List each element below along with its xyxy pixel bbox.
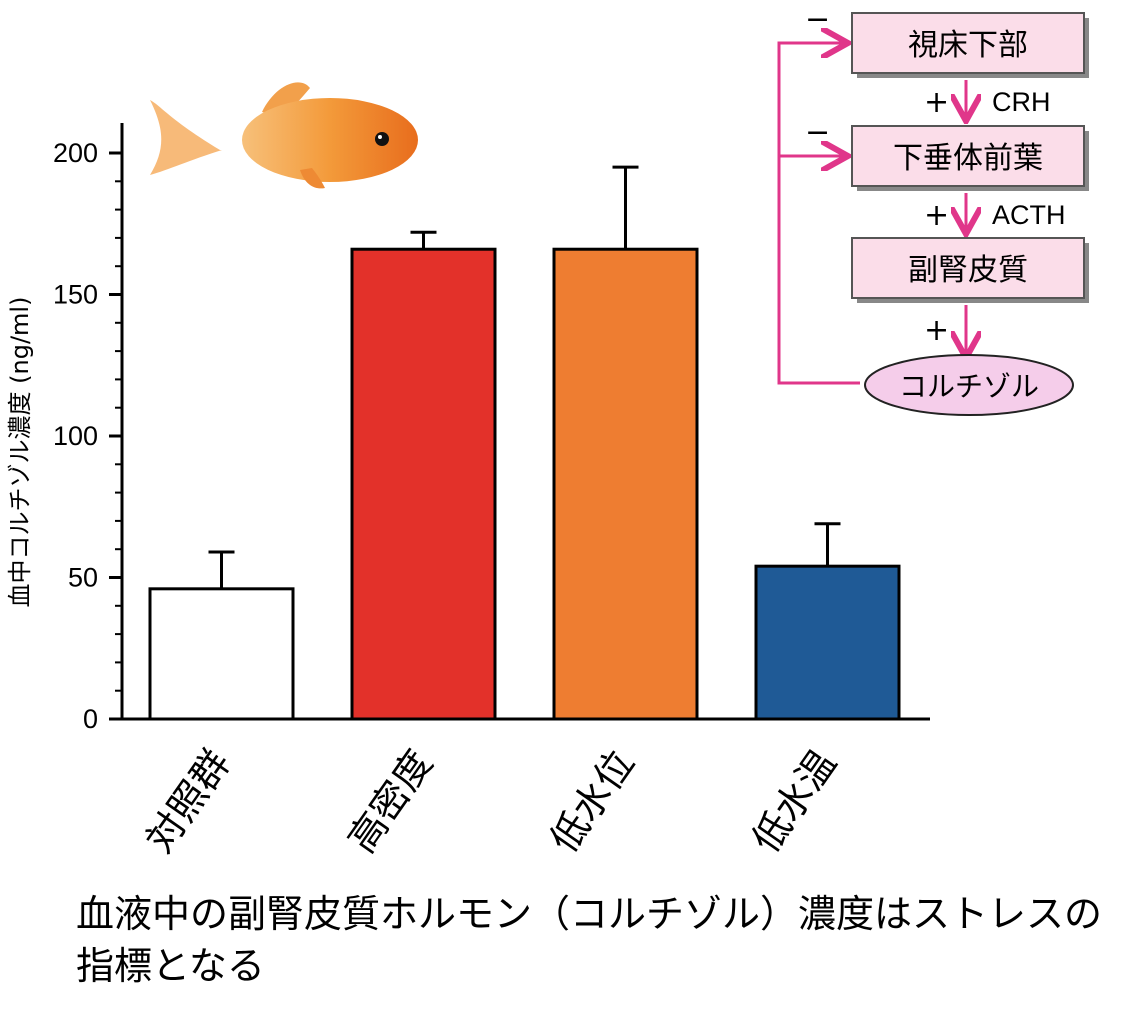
hormone-label-crh: CRH (992, 87, 1051, 117)
cortisol-ellipse: コルチゾル (864, 354, 1074, 416)
caption-line-2: 指標となる (76, 944, 265, 988)
hormone-label-acth: ACTH (992, 200, 1066, 230)
minus-sign-2: − (805, 115, 830, 150)
cortisol-label: コルチゾル (899, 370, 1039, 403)
pathway-box-label: 副腎皮質 (908, 253, 1028, 288)
pathway-box-adrenal-cortex: 副腎皮質 (851, 237, 1089, 303)
hpa-pathway-diagram: − − 視床下部 下垂体前葉 副腎皮質 + + + CRH ACTH (777, 2, 1089, 416)
x-tick-label: 低水位 (541, 742, 642, 861)
pathway-box-hypothalamus: 視床下部 (851, 12, 1089, 78)
goldfish-icon (150, 82, 418, 189)
y-axis-label: 血中コルチゾル濃度 (ng/ml) (6, 297, 34, 608)
x-tick-label: 対照群 (137, 742, 238, 861)
bar-1 (148, 587, 295, 721)
x-tick-labels: 対照群 高密度 低水位 低水温 (137, 742, 844, 861)
plus-sign-1: + (924, 85, 949, 120)
feedback-line (777, 43, 860, 385)
x-tick-label: 低水温 (743, 742, 844, 861)
plus-sign-2: + (924, 198, 949, 233)
bar-3 (552, 247, 699, 721)
bar-2 (350, 247, 497, 721)
y-tick-label: 150 (53, 280, 98, 310)
caption-line-1: 血液中の副腎皮質ホルモン（コルチゾル）濃度はストレスの (76, 892, 1103, 936)
bar-4 (754, 564, 901, 721)
y-tick-label: 0 (83, 704, 98, 734)
pathway-box-label: 視床下部 (908, 28, 1028, 63)
plus-sign-3: + (924, 313, 949, 348)
chart: 0 50 100 150 200 血中コルチゾル濃度 (ng/ml) 対照群 高密度 低水位… (6, 2, 1089, 861)
y-tick-label: 50 (68, 563, 98, 593)
x-tick-label: 高密度 (339, 742, 440, 861)
figure-caption: 血液中の副腎皮質ホルモン（コルチゾル）濃度はストレスの 指標となる (76, 888, 1116, 992)
y-tick-label: 200 (53, 138, 98, 168)
bars (148, 165, 901, 721)
pathway-box-label: 下垂体前葉 (893, 141, 1043, 176)
y-ticks: 0 50 100 150 200 (53, 138, 122, 734)
minus-sign-1: − (805, 2, 830, 37)
pathway-box-pituitary: 下垂体前葉 (851, 125, 1089, 191)
y-tick-label: 100 (53, 421, 98, 451)
